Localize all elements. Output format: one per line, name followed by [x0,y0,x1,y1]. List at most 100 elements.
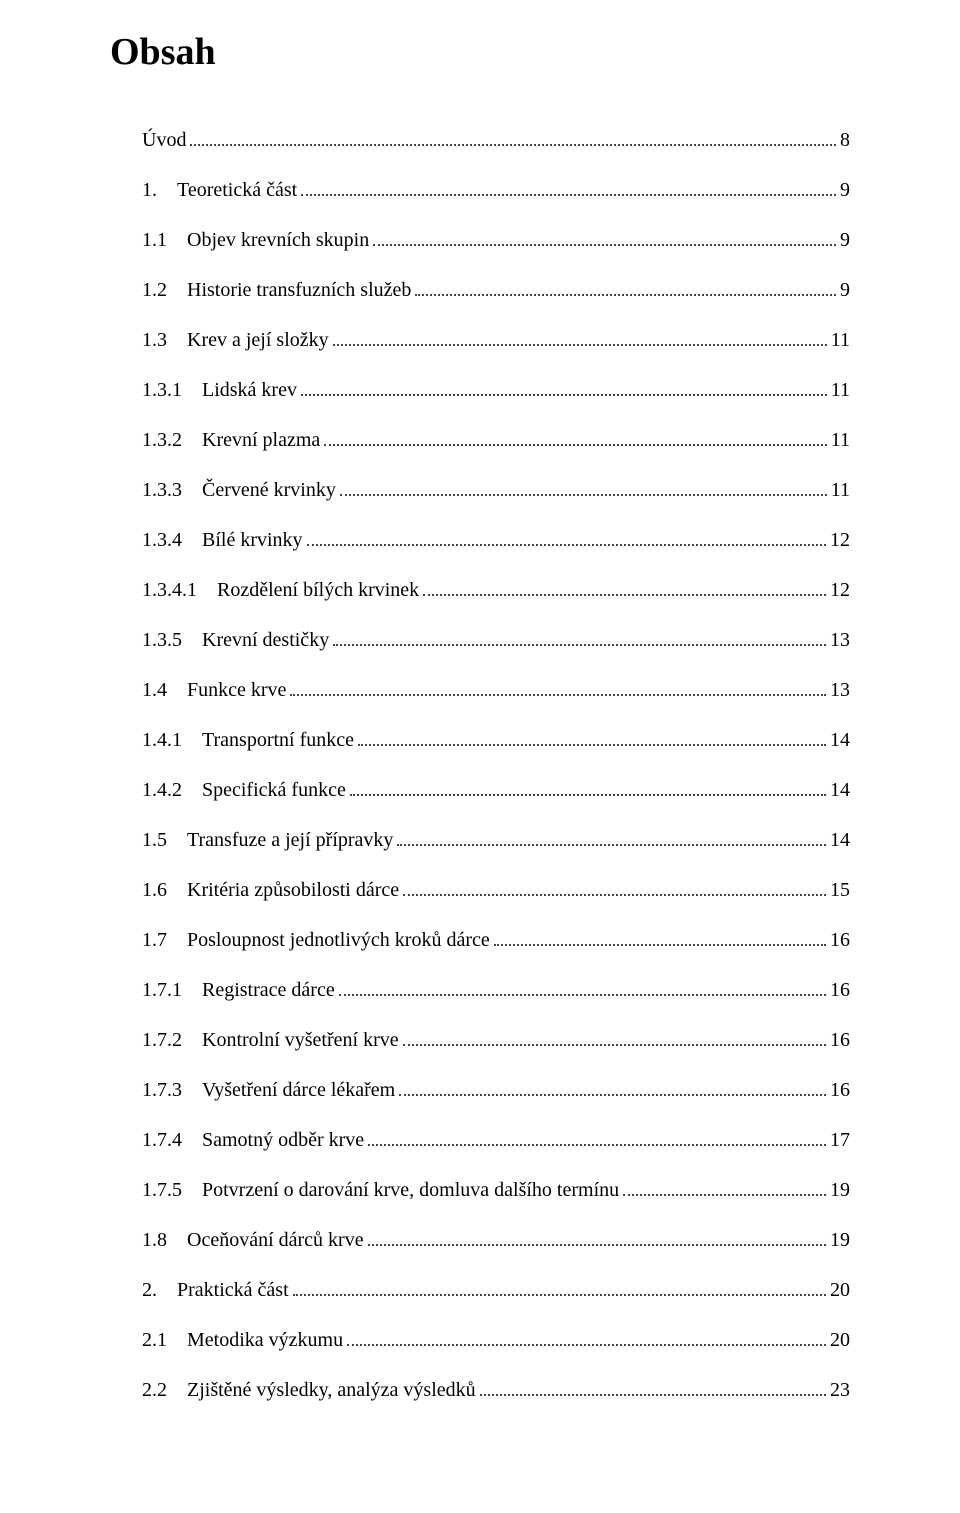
toc-entry-label: 1.2 Historie transfuzních služeb [142,275,411,305]
toc-entry-label: 1.4.2 Specifická funkce [142,775,346,805]
toc-entry: 1.6 Kritéria způsobilosti dárce 15 [110,875,850,905]
toc-entry-label: 1.7.3 Vyšetření dárce lékařem [142,1075,395,1105]
toc-entry-label: 1.7.2 Kontrolní vyšetření krve [142,1025,399,1055]
toc-entry: 2. Praktická část 20 [110,1275,850,1305]
toc-entry: 1. Teoretická část 9 [110,175,850,205]
toc-entry-label: 1.6 Kritéria způsobilosti dárce [142,875,399,905]
toc-entry-label: 1.7.1 Registrace dárce [142,975,335,1005]
toc-entry-page: 14 [830,775,850,805]
toc-entry-label: 1.3 Krev a její složky [142,325,329,355]
toc-entry-label: 1.3.4.1 Rozdělení bílých krvinek [142,575,419,605]
toc-entry-label: 1.3.3 Červené krvinky [142,475,336,505]
toc-entry-label: 1.7.4 Samotný odběr krve [142,1125,364,1155]
toc-entry: 1.4.1 Transportní funkce 14 [110,725,850,755]
toc-entry: 1.8 Oceňování dárců krve 19 [110,1225,850,1255]
toc-entry-label: 1.3.4 Bílé krvinky [142,525,303,555]
dot-leader [333,632,826,646]
toc-entry-label: 2.1 Metodika výzkumu [142,1325,343,1355]
toc-entry-page: 8 [840,125,850,155]
toc-entry-label: Úvod [142,125,186,155]
dot-leader [324,432,826,446]
toc-entry: Úvod 8 [110,125,850,155]
dot-leader [339,982,826,996]
toc-entry: 1.7.5 Potvrzení o darování krve, domluva… [110,1175,850,1205]
dot-leader [397,832,826,846]
toc-entry-page: 11 [831,475,850,505]
toc-entry-page: 19 [830,1225,850,1255]
dot-leader [415,282,836,296]
toc-entry-label: 2. Praktická část [142,1275,289,1305]
dot-leader [350,782,826,796]
dot-leader [290,682,826,696]
dot-leader [358,732,826,746]
toc-entry: 1.7.4 Samotný odběr krve 17 [110,1125,850,1155]
toc-entry: 1.3.5 Krevní destičky13 [110,625,850,655]
toc-entry-label: 1.1 Objev krevních skupin [142,225,369,255]
toc-entry-page: 19 [830,1175,850,1205]
toc-entry: 1.7 Posloupnost jednotlivých kroků dárce… [110,925,850,955]
dot-leader [494,932,826,946]
toc-entry-page: 14 [830,725,850,755]
toc-entry-label: 1.8 Oceňování dárců krve [142,1225,364,1255]
toc-entry: 1.1 Objev krevních skupin 9 [110,225,850,255]
dot-leader [293,1282,826,1296]
toc-entry-page: 9 [840,225,850,255]
dot-leader [399,1082,826,1096]
toc-entry-label: 1.3.1 Lidská krev [142,375,297,405]
toc-entry-page: 11 [831,425,850,455]
toc-entry-page: 16 [830,925,850,955]
dot-leader [623,1182,826,1196]
toc-entry: 1.4.2 Specifická funkce 14 [110,775,850,805]
dot-leader [403,1032,826,1046]
page-title: Obsah [110,24,850,81]
toc-entry: 1.3.4 Bílé krvinky12 [110,525,850,555]
toc-entry: 1.3.1 Lidská krev 11 [110,375,850,405]
toc-entry: 1.7.3 Vyšetření dárce lékařem 16 [110,1075,850,1105]
toc-entry: 1.2 Historie transfuzních služeb 9 [110,275,850,305]
toc-list: Úvod81. Teoretická část91.1 Objev krevní… [110,125,850,1405]
toc-entry: 1.3.2 Krevní plazma 11 [110,425,850,455]
dot-leader [333,332,827,346]
toc-entry-label: 1. Teoretická část [142,175,297,205]
dot-leader [347,1332,826,1346]
toc-entry-label: 1.5 Transfuze a její přípravky [142,825,393,855]
toc-entry-label: 1.4 Funkce krve [142,675,286,705]
dot-leader [368,1132,826,1146]
toc-entry-page: 9 [840,275,850,305]
toc-entry-label: 1.7 Posloupnost jednotlivých kroků dárce [142,925,490,955]
toc-entry: 1.3.4.1 Rozdělení bílých krvinek 12 [110,575,850,605]
dot-leader [340,482,827,496]
toc-entry-page: 15 [830,875,850,905]
dot-leader [190,132,836,146]
dot-leader [373,232,836,246]
toc-entry-page: 9 [840,175,850,205]
toc-entry-page: 20 [830,1275,850,1305]
toc-entry: 1.4 Funkce krve 13 [110,675,850,705]
toc-entry-page: 12 [830,575,850,605]
dot-leader [403,882,826,896]
toc-entry: 1.7.2 Kontrolní vyšetření krve 16 [110,1025,850,1055]
toc-entry-label: 1.3.2 Krevní plazma [142,425,320,455]
toc-entry-page: 14 [830,825,850,855]
toc-page: Obsah Úvod81. Teoretická část91.1 Objev … [0,0,960,1513]
dot-leader [301,182,836,196]
toc-entry-page: 23 [830,1375,850,1405]
toc-entry: 2.1 Metodika výzkumu20 [110,1325,850,1355]
toc-entry-page: 16 [830,975,850,1005]
toc-entry-page: 17 [830,1125,850,1155]
toc-entry-page: 16 [830,1025,850,1055]
toc-entry-label: 1.7.5 Potvrzení o darování krve, domluva… [142,1175,619,1205]
toc-entry-label: 1.4.1 Transportní funkce [142,725,354,755]
toc-entry: 1.3.3 Červené krvinky 11 [110,475,850,505]
dot-leader [423,582,826,596]
toc-entry: 1.7.1 Registrace dárce 16 [110,975,850,1005]
dot-leader [301,382,827,396]
dot-leader [307,532,826,546]
toc-entry-page: 11 [831,325,850,355]
toc-entry: 1.5 Transfuze a její přípravky 14 [110,825,850,855]
toc-entry-page: 11 [831,375,850,405]
toc-entry: 1.3 Krev a její složky 11 [110,325,850,355]
toc-entry-page: 13 [830,675,850,705]
toc-entry-page: 16 [830,1075,850,1105]
toc-entry-label: 1.3.5 Krevní destičky [142,625,329,655]
